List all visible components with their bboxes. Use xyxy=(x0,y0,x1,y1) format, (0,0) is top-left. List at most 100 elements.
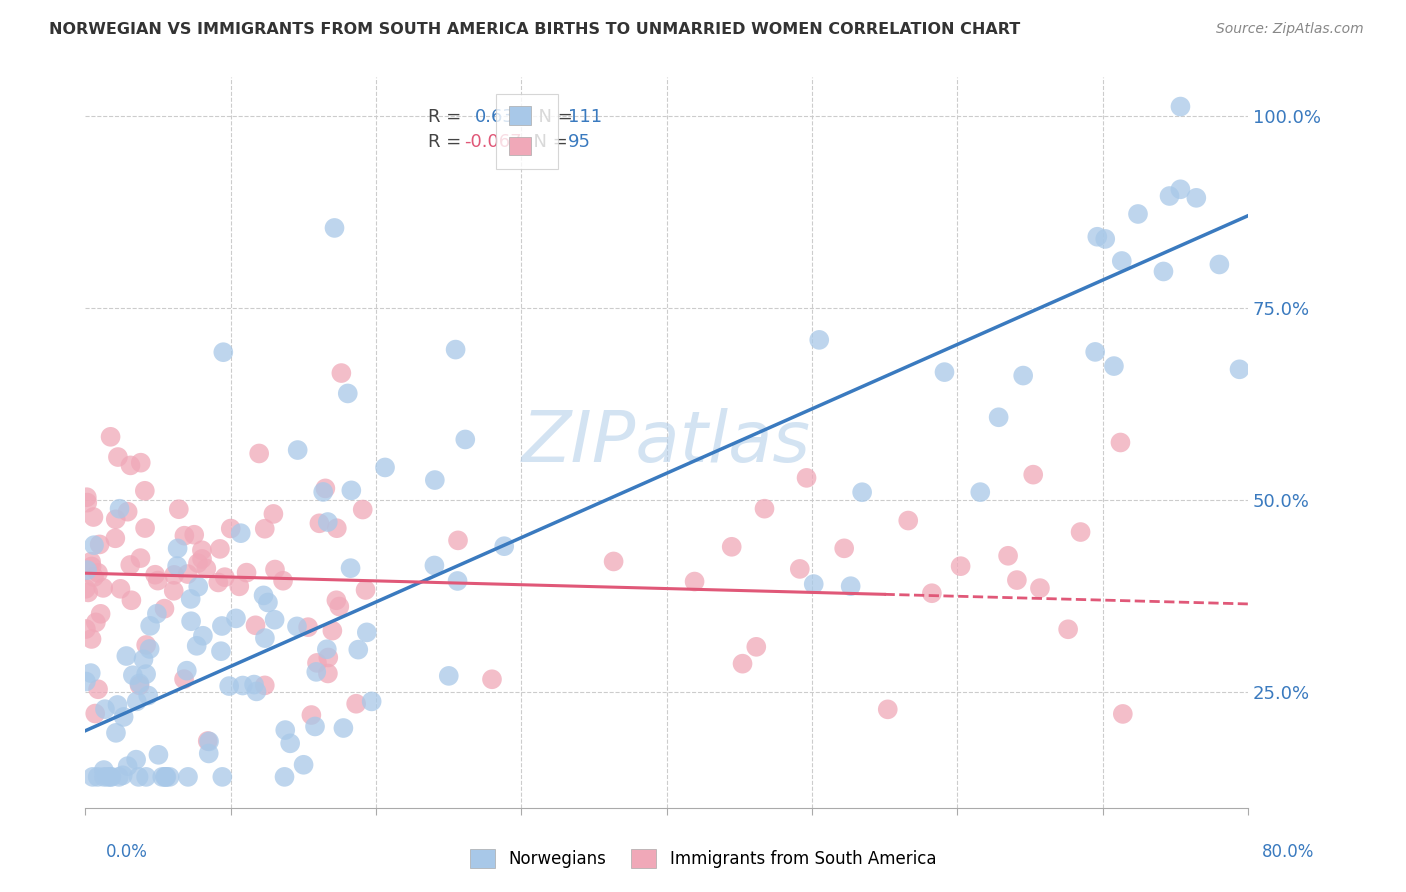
Text: R =: R = xyxy=(429,133,467,151)
Point xyxy=(969,485,991,500)
Point xyxy=(1022,467,1045,482)
Point xyxy=(155,770,177,784)
Text: -0.067: -0.067 xyxy=(464,133,522,151)
Point xyxy=(75,674,97,689)
Point xyxy=(76,495,98,509)
Point xyxy=(159,770,181,784)
Point xyxy=(80,559,103,574)
Point xyxy=(120,558,142,572)
Point xyxy=(197,734,219,748)
Point xyxy=(271,574,294,588)
Point xyxy=(198,734,221,748)
Point xyxy=(297,620,319,634)
Text: N =: N = xyxy=(523,133,574,151)
Point xyxy=(1005,573,1028,587)
Point xyxy=(356,625,378,640)
Point xyxy=(1159,189,1181,203)
Point xyxy=(82,510,104,524)
Point xyxy=(176,567,198,582)
Point xyxy=(153,770,176,784)
Point xyxy=(153,601,176,615)
Point xyxy=(308,516,330,531)
Point xyxy=(285,619,308,633)
Point xyxy=(808,333,831,347)
Point xyxy=(125,694,148,708)
Point xyxy=(186,639,208,653)
Point xyxy=(197,747,219,761)
Point xyxy=(1102,359,1125,373)
Point xyxy=(108,501,131,516)
Point xyxy=(229,526,252,541)
Point xyxy=(354,582,377,597)
Point xyxy=(89,537,111,551)
Point xyxy=(195,561,218,575)
Point xyxy=(328,599,350,614)
Point xyxy=(444,343,467,357)
Point xyxy=(1208,258,1230,272)
Point xyxy=(76,563,98,577)
Point xyxy=(183,527,205,541)
Text: 111: 111 xyxy=(568,108,602,126)
Point xyxy=(360,694,382,708)
Point xyxy=(90,607,112,621)
Point xyxy=(1085,229,1108,244)
Point xyxy=(91,581,114,595)
Point xyxy=(803,577,825,591)
Point xyxy=(1029,581,1052,595)
Point xyxy=(187,556,209,570)
Point xyxy=(305,665,328,679)
Point xyxy=(128,770,150,784)
Point xyxy=(897,514,920,528)
Point xyxy=(138,642,160,657)
Point xyxy=(212,345,235,359)
Point xyxy=(789,562,811,576)
Point xyxy=(211,770,233,784)
Point xyxy=(1153,264,1175,278)
Point xyxy=(326,521,349,535)
Point xyxy=(1170,99,1192,113)
Point xyxy=(87,682,110,697)
Text: R =: R = xyxy=(429,108,472,126)
Point xyxy=(225,611,247,625)
Point xyxy=(135,638,157,652)
Point xyxy=(253,631,276,645)
Text: 95: 95 xyxy=(568,133,591,151)
Point xyxy=(117,505,139,519)
Point xyxy=(339,561,361,575)
Point xyxy=(245,618,267,632)
Point xyxy=(299,708,322,723)
Point xyxy=(80,632,103,646)
Point xyxy=(84,615,107,630)
Point xyxy=(80,666,103,681)
Text: 80.0%: 80.0% xyxy=(1263,843,1315,861)
Point xyxy=(304,719,326,733)
Point xyxy=(104,512,127,526)
Text: 0.633: 0.633 xyxy=(475,108,526,126)
Point xyxy=(1229,362,1251,376)
Point xyxy=(253,678,276,692)
Point xyxy=(86,770,108,784)
Point xyxy=(77,585,100,599)
Point xyxy=(211,619,233,633)
Point xyxy=(262,507,284,521)
Point xyxy=(305,656,328,670)
Point xyxy=(321,624,343,638)
Point xyxy=(1057,622,1080,636)
Point xyxy=(683,574,706,589)
Point xyxy=(316,515,339,529)
Point xyxy=(134,483,156,498)
Point xyxy=(287,443,309,458)
Point xyxy=(934,365,956,379)
Point xyxy=(481,673,503,687)
Point xyxy=(191,543,214,558)
Text: Source: ZipAtlas.com: Source: ZipAtlas.com xyxy=(1216,22,1364,37)
Point xyxy=(150,770,173,784)
Point xyxy=(602,554,624,568)
Point xyxy=(1012,368,1035,383)
Point xyxy=(243,677,266,691)
Point xyxy=(173,529,195,543)
Point xyxy=(129,551,152,566)
Point xyxy=(107,450,129,464)
Point xyxy=(312,484,335,499)
Point xyxy=(745,640,768,654)
